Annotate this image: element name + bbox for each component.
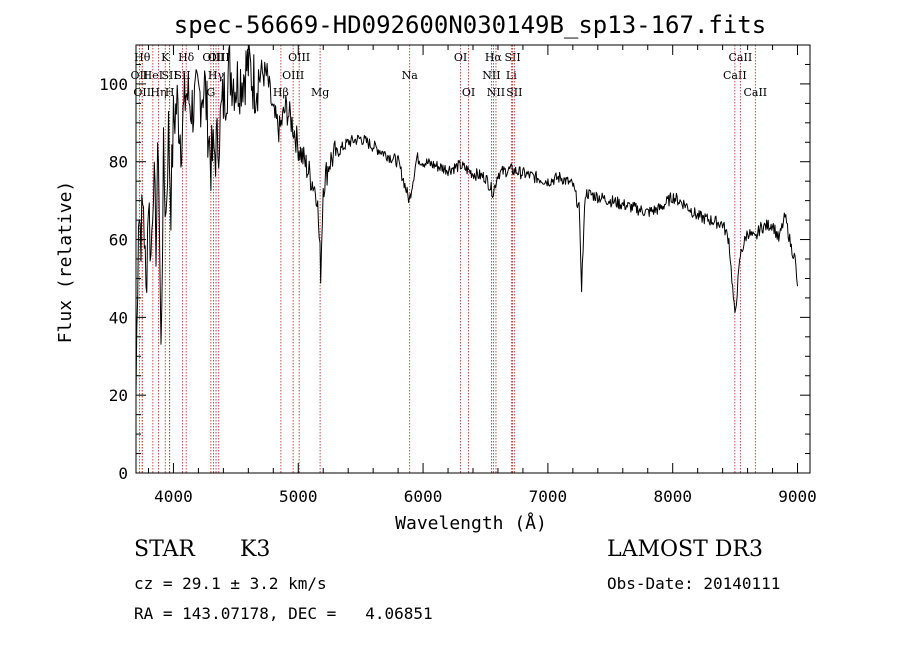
- line-marker-label: OI: [454, 51, 467, 64]
- line-marker-label: OII: [131, 69, 149, 82]
- spectrum-line: [135, 44, 798, 396]
- y-tick-label: 80: [109, 153, 128, 172]
- line-marker-label: OII: [133, 86, 151, 99]
- x-axis-label: Wavelength (Å): [395, 512, 547, 534]
- y-tick-label: 0: [118, 464, 128, 483]
- line-marker-label: Hγ: [208, 69, 225, 82]
- line-marker-label: Hδ: [178, 51, 195, 64]
- plot-border: [135, 44, 811, 474]
- line-marker-label: SII: [161, 69, 177, 82]
- line-marker-label: CaII: [743, 86, 767, 99]
- observation-date: Obs-Date: 20140111: [607, 574, 781, 593]
- line-marker-label: Li: [506, 69, 517, 82]
- line-marker-label: HeI: [143, 69, 163, 82]
- coordinates-readout: RA = 143.07178, DEC = 4.06851: [134, 604, 433, 623]
- y-axis-label: Flux (relative): [55, 181, 76, 344]
- y-tick-label: 100: [99, 75, 128, 94]
- line-marker-label: NII: [482, 69, 500, 82]
- line-marker-label: CaII: [729, 51, 753, 64]
- line-marker-label: G: [206, 86, 215, 99]
- x-tick-label: 8000: [653, 487, 692, 506]
- series-layer: [135, 44, 798, 396]
- line-marker-label: Hη: [150, 86, 166, 99]
- line-marker-label: CaII: [723, 69, 747, 82]
- plot-frame: [135, 44, 811, 474]
- chart-title: spec-56669-HD092600N030149B_sp13-167.fit…: [174, 11, 766, 39]
- line-marker-label: K: [161, 51, 170, 64]
- tick-layer: 4000 5000 6000 7000 8000 9000 0 20 40 60 80 100: [99, 44, 817, 506]
- line-marker-label: OIII: [282, 69, 304, 82]
- line-marker-label: H: [165, 86, 175, 99]
- x-tick-label: 7000: [529, 487, 568, 506]
- y-tick-label: 60: [109, 231, 128, 250]
- x-tick-label: 4000: [154, 487, 193, 506]
- line-marker-label: SII: [506, 86, 522, 99]
- object-type: STAR: [134, 537, 195, 562]
- spectral-class: K3: [240, 537, 271, 562]
- line-marker-label: Mg: [311, 86, 329, 99]
- line-marker-label: OIII: [208, 51, 230, 64]
- survey-name: LAMOST DR3: [607, 537, 763, 562]
- line-marker-label: NII: [487, 86, 505, 99]
- redshift-readout: cz = 29.1 ± 3.2 km/s: [134, 574, 327, 593]
- y-tick-label: 40: [109, 308, 128, 327]
- line-marker-label: Hβ: [273, 86, 289, 99]
- x-tick-label: 9000: [778, 487, 817, 506]
- x-tick-label: 6000: [404, 487, 443, 506]
- line-marker-label: OIII: [288, 51, 310, 64]
- line-marker-layer: HθOIIOIIHeIHηKHSIISIIHδGOIIIHγOIIIHβOIII…: [131, 45, 767, 473]
- x-tick-label: 5000: [279, 487, 318, 506]
- line-marker-label: OI: [462, 86, 475, 99]
- line-marker-label: Na: [402, 69, 419, 82]
- line-marker-label: Hα: [485, 51, 503, 64]
- y-tick-label: 20: [109, 386, 128, 405]
- line-marker-label: SII: [504, 51, 520, 64]
